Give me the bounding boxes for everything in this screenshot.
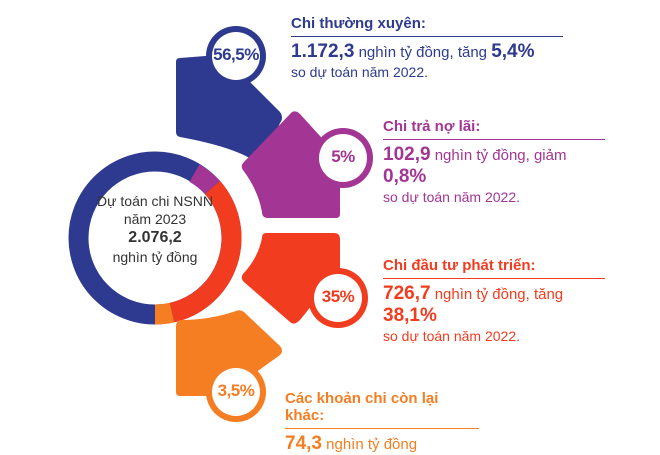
- info-note: so dự toán năm 2022.: [383, 328, 521, 344]
- info-recurrent: Chi thường xuyên: 1.172,3 nghìn tỷ đồng,…: [291, 15, 563, 80]
- center-total-unit: nghìn tỷ đồng: [112, 249, 198, 265]
- info-amount-line: 74,3 nghìn tỷ đồng: [285, 433, 479, 455]
- percent-label-recurrent: 56,5%: [213, 45, 259, 64]
- info-amount: 726,7: [383, 283, 431, 304]
- donut-segment-investment: [169, 180, 242, 323]
- info-note: so dự toán năm 2022.: [383, 189, 521, 205]
- donut-segment-interest: [189, 164, 220, 195]
- info-note: so dự toán năm 2022.: [291, 64, 429, 80]
- info-change: 0,8%: [383, 166, 427, 187]
- info-title: Chi trả nợ lãi:: [383, 118, 605, 140]
- donut-center-label: Dự toán chi NSNN năm 2023 2.076,2 nghìn …: [80, 192, 230, 266]
- info-interest: Chi trả nợ lãi: 102,9 nghìn tỷ đồng, giả…: [383, 118, 605, 205]
- info-title: Chi đầu tư phát triển:: [383, 257, 605, 279]
- budget-infographic: Dự toán chi NSNN năm 2023 2.076,2 nghìn …: [68, 15, 605, 454]
- center-label-line1: Dự toán chi NSNN: [97, 193, 213, 209]
- info-change: 38,1%: [383, 305, 437, 326]
- info-amount-line: 1.172,3 nghìn tỷ đồng, tăng 5,4%: [291, 41, 563, 63]
- donut-segment-other: [154, 302, 175, 325]
- info-unit-text: nghìn tỷ đồng, tăng: [430, 286, 564, 303]
- info-amount: 1.172,3: [291, 41, 355, 62]
- percent-label-other: 3,5%: [217, 381, 255, 400]
- donut-and-petals-graphic: [68, 26, 373, 422]
- info-other: Các khoản chi còn lại khác: 74,3 nghìn t…: [285, 390, 479, 455]
- info-unit-text: nghìn tỷ đồng, tăng: [354, 44, 492, 61]
- info-amount: 74,3: [285, 433, 322, 454]
- percent-label-interest: 5%: [331, 147, 355, 166]
- info-title: Chi thường xuyên:: [291, 15, 563, 37]
- donut-chart: [68, 151, 242, 325]
- info-change: 5,4%: [491, 41, 535, 62]
- info-amount-line: 102,9 nghìn tỷ đồng, giảm 0,8%: [383, 144, 605, 188]
- info-amount-line: 726,7 nghìn tỷ đồng, tăng 38,1%: [383, 283, 605, 327]
- petal-other: [176, 310, 282, 422]
- info-title: Các khoản chi còn lại khác:: [285, 390, 479, 429]
- center-label-line2: năm 2023: [123, 211, 187, 227]
- info-investment: Chi đầu tư phát triển: 726,7 nghìn tỷ đồ…: [383, 257, 605, 344]
- center-total-amount: 2.076,2: [128, 229, 182, 246]
- petal-investment: [241, 233, 368, 328]
- petal-recurrent: [176, 26, 282, 165]
- info-unit-text: nghìn tỷ đồng, giảm: [430, 147, 567, 164]
- info-amount: 102,9: [383, 144, 431, 165]
- percent-label-investment: 35%: [321, 287, 355, 306]
- petal-interest: [241, 111, 373, 218]
